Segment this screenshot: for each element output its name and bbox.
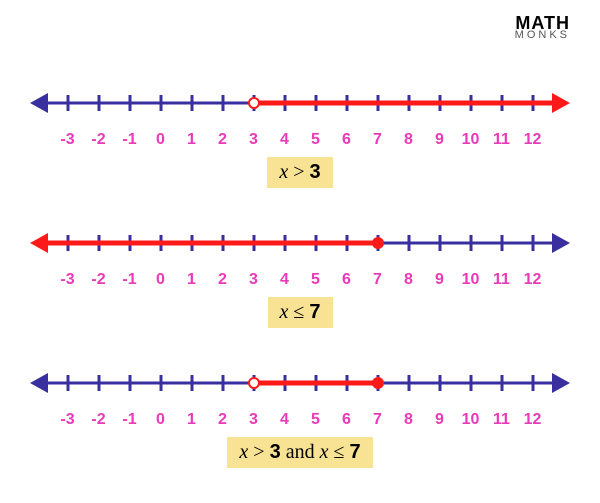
tick-label: -2 <box>83 131 114 149</box>
number-line-2: -3-2-10123456789101112x ≤ 7 <box>30 218 570 328</box>
tick-label: -1 <box>114 271 145 289</box>
tick-label: 2 <box>207 411 238 429</box>
tick-label: -3 <box>52 271 83 289</box>
tick-label: 11 <box>486 271 517 289</box>
inequality-part: > <box>288 161 309 183</box>
tick-label: 4 <box>269 131 300 149</box>
inequality-part: and <box>281 441 320 463</box>
tick-label: 2 <box>207 131 238 149</box>
tick-labels: -3-2-10123456789101112 <box>52 411 548 429</box>
inequality-part: > <box>248 441 269 463</box>
arrow-right <box>552 233 570 253</box>
tick-label: 3 <box>238 271 269 289</box>
tick-label: 4 <box>269 271 300 289</box>
inequality-label: x > 3 <box>267 157 332 188</box>
inequality-label: x > 3 and x ≤ 7 <box>227 437 372 468</box>
tick-label: 3 <box>238 411 269 429</box>
tick-label: 11 <box>486 131 517 149</box>
tick-label: 9 <box>424 131 455 149</box>
tick-label: 12 <box>517 271 548 289</box>
tick-label: -1 <box>114 411 145 429</box>
number-line-3: -3-2-10123456789101112x > 3 and x ≤ 7 <box>30 358 570 468</box>
number-line-svg <box>30 78 570 128</box>
tick-label: 12 <box>517 131 548 149</box>
tick-label: 7 <box>362 411 393 429</box>
inequality-label: x ≤ 7 <box>268 297 333 328</box>
tick-label: 1 <box>176 411 207 429</box>
tick-label: 8 <box>393 411 424 429</box>
inequality-part: 3 <box>310 161 321 183</box>
logo: MATH MONKS <box>515 15 570 41</box>
tick-label: 7 <box>362 271 393 289</box>
tick-label: 6 <box>331 411 362 429</box>
tick-label: 8 <box>393 131 424 149</box>
number-line-svg <box>30 218 570 268</box>
inequality-part: 3 <box>270 441 281 463</box>
arrow-right <box>552 373 570 393</box>
tick-label: 0 <box>145 131 176 149</box>
tick-label: 5 <box>300 271 331 289</box>
tick-label: 10 <box>455 131 486 149</box>
number-line-svg <box>30 358 570 408</box>
inequality-part: ≤ <box>328 441 349 463</box>
tick-label: -2 <box>83 411 114 429</box>
tick-label: 6 <box>331 271 362 289</box>
tick-label: 5 <box>300 131 331 149</box>
tick-label: 11 <box>486 411 517 429</box>
tick-label: 12 <box>517 411 548 429</box>
open-point <box>249 378 259 388</box>
tick-label: 5 <box>300 411 331 429</box>
closed-point <box>373 378 383 388</box>
arrow-left <box>30 373 48 393</box>
tick-label: -1 <box>114 131 145 149</box>
tick-label: 10 <box>455 411 486 429</box>
tick-label: 1 <box>176 131 207 149</box>
tick-label: 9 <box>424 411 455 429</box>
number-line-1: -3-2-10123456789101112x > 3 <box>30 78 570 188</box>
tick-labels: -3-2-10123456789101112 <box>52 131 548 149</box>
inequality-part: x <box>279 161 288 183</box>
tick-label: 8 <box>393 271 424 289</box>
inequality-part: ≤ <box>288 301 309 323</box>
tick-label: 4 <box>269 411 300 429</box>
arrow-left <box>30 93 48 113</box>
tick-label: 3 <box>238 131 269 149</box>
closed-point <box>373 238 383 248</box>
tick-label: 2 <box>207 271 238 289</box>
tick-labels: -3-2-10123456789101112 <box>52 271 548 289</box>
tick-label: 1 <box>176 271 207 289</box>
tick-label: 6 <box>331 131 362 149</box>
tick-label: 0 <box>145 271 176 289</box>
tick-label: 0 <box>145 411 176 429</box>
logo-bottom: MONKS <box>515 31 570 41</box>
tick-label: -3 <box>52 411 83 429</box>
inequality-part: 7 <box>309 301 320 323</box>
tick-label: 9 <box>424 271 455 289</box>
tick-label: 7 <box>362 131 393 149</box>
inequality-part: 7 <box>349 441 360 463</box>
tick-label: -3 <box>52 131 83 149</box>
tick-label: 10 <box>455 271 486 289</box>
inequality-part: x <box>239 441 248 463</box>
tick-label: -2 <box>83 271 114 289</box>
open-point <box>249 98 259 108</box>
